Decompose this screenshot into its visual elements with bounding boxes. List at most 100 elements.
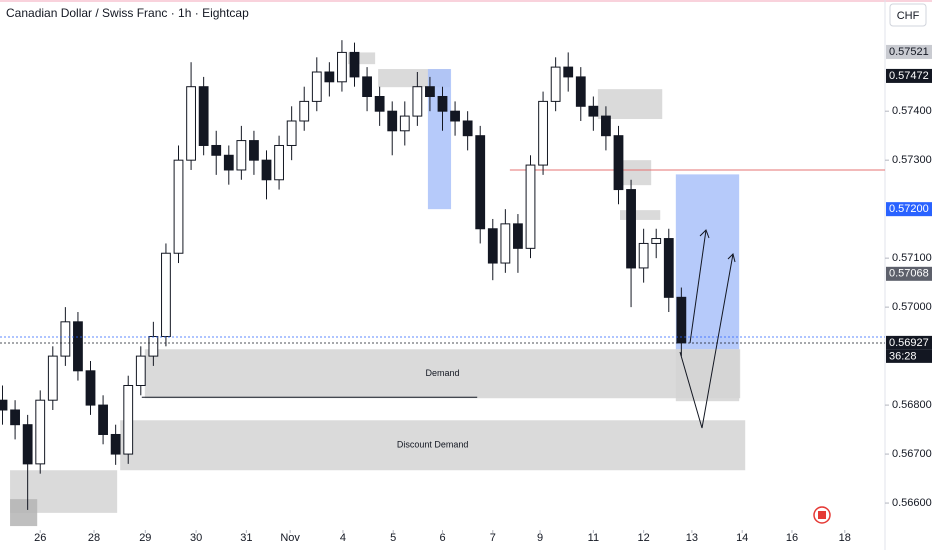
x-tick-label: 28 xyxy=(88,532,100,544)
candle-body xyxy=(311,71,322,102)
candle-body xyxy=(261,159,272,181)
candle-body xyxy=(601,115,611,137)
candle-body xyxy=(613,135,624,191)
x-tick-label: 14 xyxy=(736,532,748,544)
candle-body xyxy=(110,433,121,455)
zone-label: Discount Demand xyxy=(397,440,469,450)
zone xyxy=(675,174,740,350)
candle-body xyxy=(60,321,71,357)
candle-body xyxy=(663,238,674,298)
candle-body xyxy=(500,223,511,264)
x-tick-label: 16 xyxy=(786,532,798,544)
candle-body xyxy=(651,238,662,244)
candle-body xyxy=(487,228,498,264)
candle-body xyxy=(10,409,20,426)
price-label-bg xyxy=(886,335,932,350)
x-tick-label: 5 xyxy=(390,532,396,544)
candle-body xyxy=(47,355,58,401)
y-tick-label: 0.56700 xyxy=(892,448,932,460)
zone xyxy=(597,89,663,120)
x-tick-label: 11 xyxy=(588,532,599,544)
candle-body xyxy=(274,144,284,181)
candle-body xyxy=(286,120,297,146)
price-label: 0.57200 xyxy=(889,203,929,215)
candle-body xyxy=(399,115,410,132)
projection-arrows xyxy=(679,229,736,429)
candle-body xyxy=(638,242,649,269)
candle-body xyxy=(450,110,460,122)
candle-body xyxy=(513,223,523,249)
x-tick-label: 7 xyxy=(490,532,496,544)
candle-body xyxy=(676,296,687,344)
currency-box[interactable] xyxy=(889,3,927,27)
candle-body xyxy=(186,86,196,161)
x-tick-label: 12 xyxy=(638,532,650,544)
candle-body xyxy=(223,154,234,171)
y-tick-label: 0.57100 xyxy=(892,252,932,264)
arrow-head xyxy=(699,229,710,239)
candle-body xyxy=(35,399,46,465)
zone xyxy=(10,499,38,527)
price-label: 0.57472 xyxy=(889,70,929,82)
zone xyxy=(620,210,661,220)
countdown: 36:28 xyxy=(889,350,917,362)
price-label-bg xyxy=(886,44,932,59)
candle-body xyxy=(173,159,184,254)
candle-body xyxy=(550,66,561,102)
candle-body xyxy=(22,424,33,465)
arrow-head xyxy=(727,253,736,263)
zone xyxy=(675,349,740,402)
price-label-bg xyxy=(886,202,932,217)
candle-body xyxy=(362,76,372,97)
candle-body xyxy=(425,86,435,97)
arrow xyxy=(679,253,734,429)
candle-body xyxy=(575,76,586,107)
zone xyxy=(347,52,376,65)
candle-body xyxy=(249,140,259,161)
x-tick-label: 18 xyxy=(839,532,851,544)
x-tick-label: 6 xyxy=(439,532,445,544)
candle-body xyxy=(462,120,473,137)
candle-body xyxy=(374,95,385,112)
candle-body xyxy=(324,71,335,83)
y-tick-label: 0.57400 xyxy=(892,105,932,117)
flag-icon xyxy=(813,506,831,524)
candle-body xyxy=(211,144,222,156)
candle-body xyxy=(0,399,8,411)
countdown-bg xyxy=(886,349,932,363)
candle-body xyxy=(563,66,574,78)
candle-body xyxy=(198,86,209,146)
candle-body xyxy=(437,95,448,112)
plot-area: Demand Discount Demand xyxy=(0,40,885,527)
x-tick-label: 30 xyxy=(190,532,202,544)
candle-body xyxy=(588,105,599,117)
x-tick-label: 13 xyxy=(686,532,698,544)
x-tick-label: 9 xyxy=(537,532,543,544)
price-label-bg xyxy=(886,68,932,83)
y-tick-label: 0.56800 xyxy=(892,399,932,411)
x-tick-label: 4 xyxy=(340,532,346,544)
candle-body xyxy=(475,135,486,230)
candle-body xyxy=(337,51,347,83)
candle-body xyxy=(349,51,360,78)
x-tick-label: Nov xyxy=(280,532,300,544)
candle-body xyxy=(73,321,83,372)
candle-body xyxy=(387,110,398,132)
candle-body xyxy=(525,164,536,249)
zone xyxy=(144,349,741,399)
candle-body xyxy=(148,336,159,357)
chart-title: Canadian Dollar / Swiss Franc · 1h · Eig… xyxy=(6,6,249,20)
price-label-bg xyxy=(886,266,932,281)
candle-body xyxy=(538,100,548,166)
candle-body xyxy=(123,384,134,455)
candle-body xyxy=(299,100,310,122)
candle-body xyxy=(85,370,96,406)
arrow xyxy=(689,229,707,344)
candle-body xyxy=(135,355,146,386)
currency: CHF xyxy=(897,10,920,22)
candle-body xyxy=(161,252,171,338)
x-tick-label: 29 xyxy=(139,532,151,544)
y-tick-label: 0.57000 xyxy=(892,301,932,313)
candle-body xyxy=(236,140,247,171)
